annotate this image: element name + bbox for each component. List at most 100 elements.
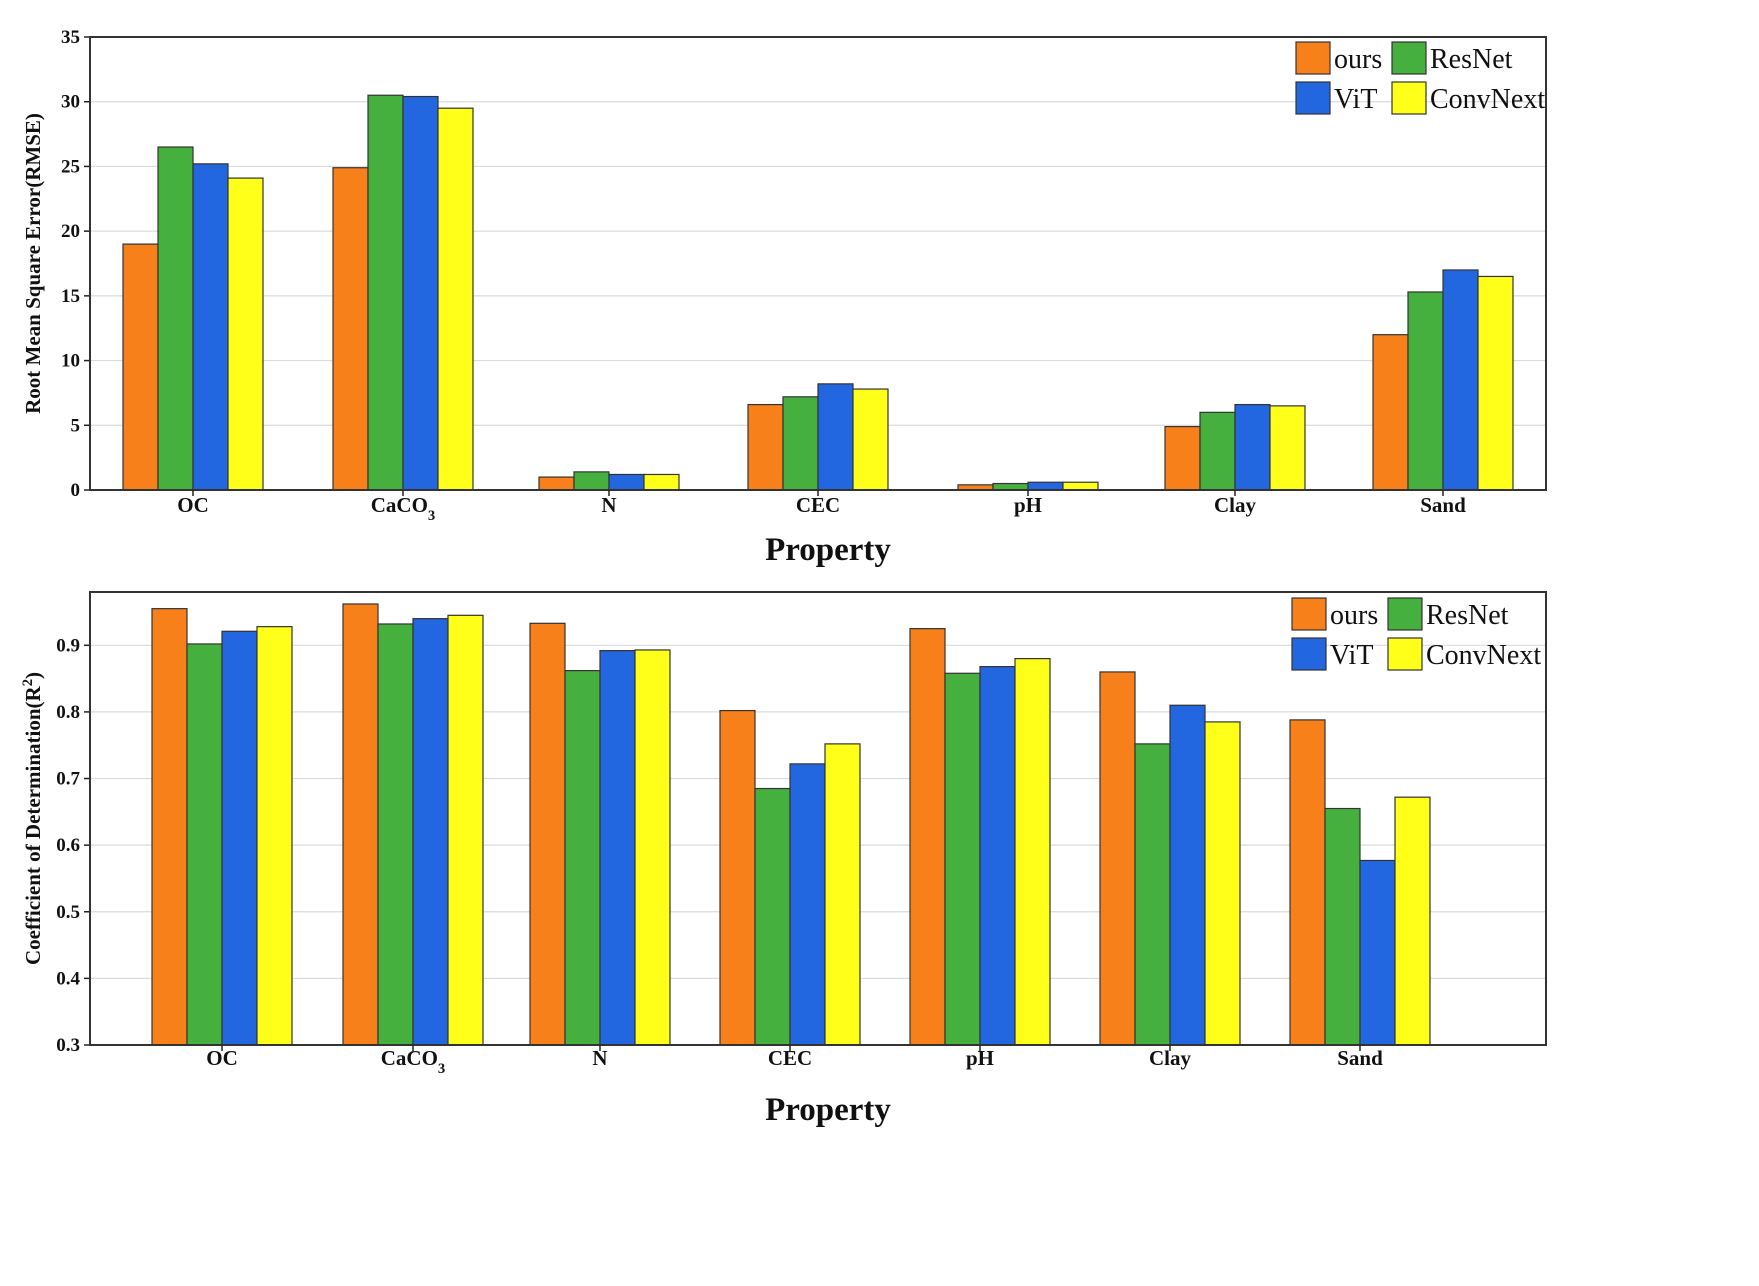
bar-convnext-n xyxy=(634,649,671,1046)
legend-swatch-convnext xyxy=(1387,637,1423,671)
bar-vit-caco3 xyxy=(412,618,449,1046)
legend-label-resnet: ResNet xyxy=(1430,44,1513,75)
y-axis-label: Coefficient of Determination(R2) xyxy=(20,672,45,965)
y-tick-label: 35 xyxy=(61,27,80,48)
bar-ours-ph xyxy=(909,628,946,1046)
bar-convnext-sand xyxy=(1477,275,1514,491)
y-tick-label: 0.4 xyxy=(56,968,80,989)
bar-resnet-sand xyxy=(1407,291,1444,491)
y-axis-label: Root Mean Square Error(RMSE) xyxy=(21,113,45,414)
bar-vit-ph xyxy=(979,666,1016,1046)
bar-resnet-caco3 xyxy=(377,623,414,1046)
y-tick-label: 0.7 xyxy=(56,769,80,790)
x-tick-label: OC xyxy=(206,1046,238,1070)
bar-convnext-sand xyxy=(1394,796,1431,1046)
bar-convnext-cec xyxy=(852,388,889,491)
legend-swatch-ours xyxy=(1295,41,1331,75)
y-tick-label: 0 xyxy=(71,480,81,501)
legend-swatch-resnet xyxy=(1387,597,1423,631)
y-tick-label: 0.9 xyxy=(56,635,80,656)
bar-convnext-ph xyxy=(1014,658,1051,1046)
y-tick-label: 5 xyxy=(71,415,81,436)
bar-convnext-caco3 xyxy=(437,107,474,491)
x-tick-label: CEC xyxy=(796,493,840,517)
bar-ours-n xyxy=(538,476,575,491)
bar-vit-oc xyxy=(192,163,229,491)
bar-resnet-cec xyxy=(754,787,791,1046)
x-tick-label: pH xyxy=(966,1046,994,1070)
legend-label-resnet: ResNet xyxy=(1426,600,1509,631)
bar-vit-cec xyxy=(817,383,854,491)
bar-resnet-sand xyxy=(1324,807,1361,1046)
bar-resnet-n xyxy=(564,670,601,1046)
bar-ours-clay xyxy=(1099,671,1136,1046)
x-tick-label: N xyxy=(592,1046,607,1070)
bar-vit-oc xyxy=(221,630,258,1046)
legend-label-vit: ViT xyxy=(1330,640,1373,671)
bar-convnext-clay xyxy=(1269,405,1306,491)
x-tick-label: Clay xyxy=(1149,1046,1192,1070)
x-tick-label: OC xyxy=(177,493,209,517)
y-tick-label: 0.6 xyxy=(56,835,80,856)
y-tick-label: 15 xyxy=(61,286,80,307)
legend-label-convnext: ConvNext xyxy=(1430,84,1545,115)
x-tick-label: Sand xyxy=(1420,493,1466,517)
bar-ours-sand xyxy=(1289,719,1326,1046)
plot-area xyxy=(89,591,1547,1046)
y-tick-label: 25 xyxy=(61,156,80,177)
legend-label-ours: ours xyxy=(1330,600,1378,631)
x-axis-label: Property xyxy=(765,532,891,568)
legend-swatch-vit xyxy=(1295,81,1331,115)
bar-vit-sand xyxy=(1442,269,1479,491)
bar-ours-oc xyxy=(151,608,188,1046)
y-tick-label: 20 xyxy=(61,221,80,242)
bar-vit-n xyxy=(599,650,636,1046)
bar-ours-sand xyxy=(1372,334,1409,491)
chart-2: 0.30.40.50.60.70.80.9OC CaCO3 N CEC pH Clay Sa… xyxy=(20,591,1547,1128)
bar-ours-oc xyxy=(122,243,159,491)
y-tick-label: 0.8 xyxy=(56,702,80,723)
bar-vit-ph xyxy=(1027,481,1064,491)
bar-resnet-n xyxy=(573,471,610,491)
bar-vit-clay xyxy=(1234,403,1271,491)
bar-convnext-oc xyxy=(227,177,264,491)
x-tick-label: N xyxy=(601,493,616,517)
legend-swatch-vit xyxy=(1291,637,1327,671)
legend-label-ours: ours xyxy=(1334,44,1382,75)
bar-vit-n xyxy=(608,473,645,491)
x-axis-label: Property xyxy=(765,1092,891,1128)
legend-label-vit: ViT xyxy=(1334,84,1377,115)
bar-resnet-oc xyxy=(157,146,194,491)
bar-convnext-clay xyxy=(1204,721,1241,1046)
bar-resnet-cec xyxy=(782,396,819,491)
bar-convnext-ph xyxy=(1062,481,1099,491)
x-tick-label: Clay xyxy=(1214,493,1257,517)
bar-resnet-clay xyxy=(1199,411,1236,491)
bar-convnext-caco3 xyxy=(447,614,484,1046)
y-tick-label: 0.5 xyxy=(56,902,80,923)
y-tick-label: 0.3 xyxy=(56,1035,80,1056)
bar-ours-cec xyxy=(747,403,784,491)
legend-label-convnext: ConvNext xyxy=(1426,640,1541,671)
bar-convnext-cec xyxy=(824,743,861,1046)
bar-resnet-ph xyxy=(944,672,981,1046)
bar-resnet-caco3 xyxy=(367,94,404,491)
bar-vit-caco3 xyxy=(402,95,439,491)
bar-ours-caco3 xyxy=(332,167,369,491)
y-tick-label: 30 xyxy=(61,92,80,113)
x-tick-label: CEC xyxy=(768,1046,812,1070)
x-tick-label: Sand xyxy=(1337,1046,1383,1070)
bar-vit-clay xyxy=(1169,704,1206,1046)
legend-swatch-convnext xyxy=(1391,81,1427,115)
bar-vit-cec xyxy=(789,763,826,1046)
bar-ours-cec xyxy=(719,709,756,1046)
bar-ours-n xyxy=(529,622,566,1046)
bar-ours-caco3 xyxy=(342,603,379,1046)
legend-swatch-resnet xyxy=(1391,41,1427,75)
legend-swatch-ours xyxy=(1291,597,1327,631)
bar-ours-clay xyxy=(1164,425,1201,491)
x-tick-label: pH xyxy=(1014,493,1042,517)
bar-convnext-oc xyxy=(256,626,293,1046)
